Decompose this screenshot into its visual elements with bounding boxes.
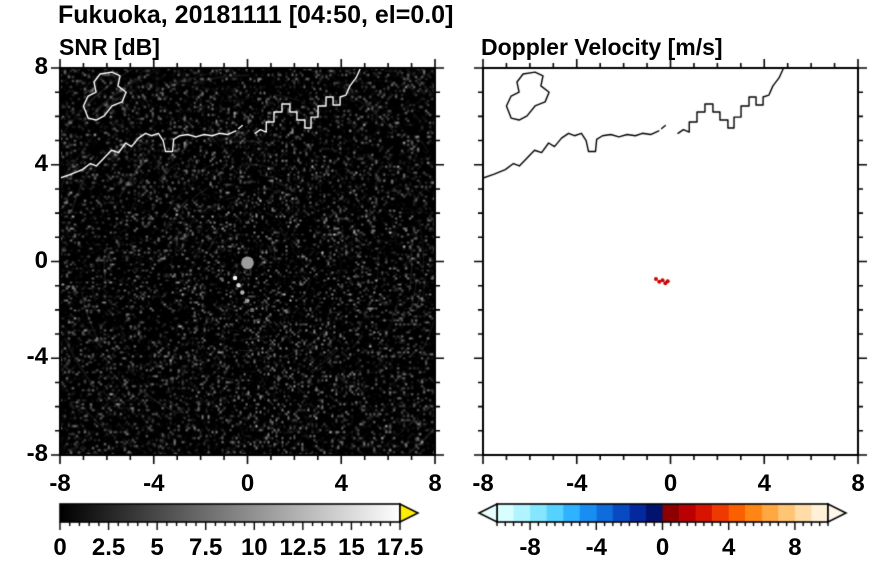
colorbar-tick-label: 5 <box>150 534 164 561</box>
x-axis-tick-label: -4 <box>566 470 588 497</box>
colorbar-tick-label: 4 <box>722 534 736 561</box>
colorbar-tick-label: 10 <box>240 534 268 561</box>
x-axis-tick-label: 4 <box>757 470 771 497</box>
colorbar-tick-label: 7.5 <box>189 534 223 561</box>
doppler-panel-label: Doppler Velocity [m/s] <box>481 34 723 60</box>
colorbar-tick-label: 12.5 <box>279 534 327 561</box>
snr-panel-label: SNR [dB] <box>59 34 160 60</box>
y-axis-tick-label: 0 <box>34 246 48 274</box>
colorbar-tick-label: 0 <box>655 534 670 561</box>
colorbar-tick-label: 17.5 <box>376 534 424 561</box>
y-axis-tick-label: 4 <box>34 149 48 177</box>
y-axis-tick-label: -4 <box>26 343 48 371</box>
x-axis-tick-label: 0 <box>240 470 255 497</box>
colorbar-tick-label: 8 <box>788 534 802 561</box>
colorbar-tick-label: 2.5 <box>91 534 126 561</box>
colorbar-tick-label: 0 <box>53 534 67 561</box>
x-axis-tick-label: 4 <box>334 470 348 497</box>
x-axis-tick-label: 8 <box>851 470 865 497</box>
colorbar-tick-label: -8 <box>519 534 541 561</box>
y-axis-tick-label: 8 <box>34 53 48 80</box>
colorbar-tick-label: 15 <box>338 534 365 561</box>
x-axis-tick-label: 8 <box>428 470 442 497</box>
colorbar-tick-label: -4 <box>585 534 607 561</box>
figure-title: Fukuoka, 20181111 [04:50, el=0.0] <box>58 1 454 29</box>
y-axis-tick-label: -8 <box>26 440 48 467</box>
x-axis-tick-label: -8 <box>472 470 494 497</box>
x-axis-tick-label: -8 <box>49 470 71 497</box>
x-axis-tick-label: 0 <box>663 470 678 497</box>
x-axis-tick-label: -4 <box>143 470 165 497</box>
